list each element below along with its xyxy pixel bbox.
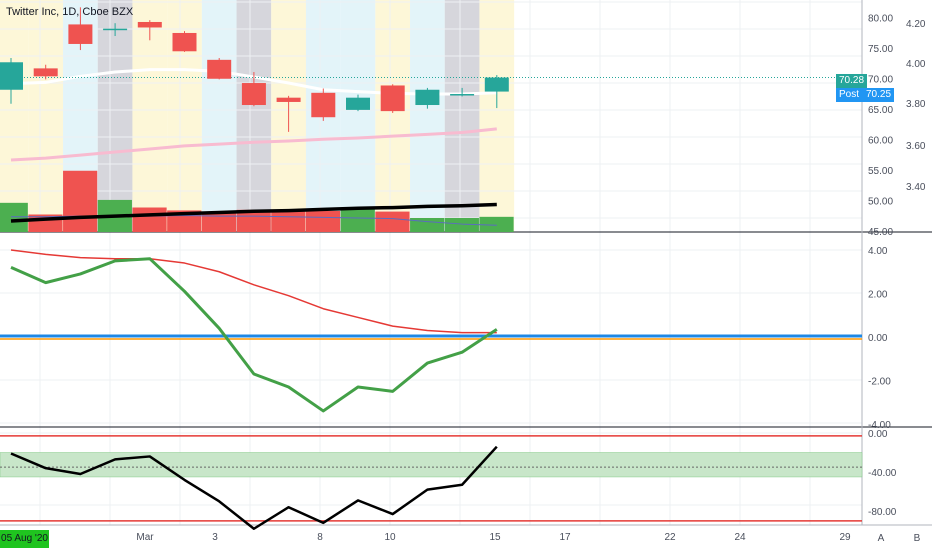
secondary-tick-label: 4.00 xyxy=(906,59,926,70)
volume-bar xyxy=(479,216,514,232)
volume-bar xyxy=(201,212,237,232)
x-tick-label: 24 xyxy=(734,532,746,543)
volume-bar xyxy=(410,218,445,232)
x-tick-label: 17 xyxy=(559,532,571,543)
candle-body xyxy=(207,59,232,79)
volume-bar xyxy=(444,218,479,232)
price-tick-label: 80.00 xyxy=(868,13,893,24)
wr-band xyxy=(0,452,863,478)
price-tick-label: 75.00 xyxy=(868,44,893,55)
x-tick-label: 29 xyxy=(839,532,851,543)
candle-body xyxy=(103,28,128,31)
candle-body xyxy=(484,77,509,92)
price-tick-label: 50.00 xyxy=(868,196,893,207)
x-tick-label: 10 xyxy=(384,532,396,543)
x-tick-label: 22 xyxy=(664,532,676,543)
macd-panel: 4.00 2.00 0.00 -2.00 -4.00 xyxy=(0,246,891,431)
candle-body xyxy=(172,32,197,52)
volume-bar xyxy=(271,209,306,232)
session-band xyxy=(444,0,480,232)
session-bands xyxy=(0,0,515,232)
candle-body xyxy=(241,83,266,106)
secondary-tick-label: 4.20 xyxy=(906,19,926,30)
x-tick-label: 3 xyxy=(212,532,218,543)
wr-tick-label: 0.00 xyxy=(868,429,888,440)
chart-title: Twitter Inc, 1D, Cboe BZX xyxy=(6,6,134,18)
candle-body xyxy=(311,92,336,118)
auto-scale-button[interactable]: A xyxy=(877,533,885,544)
session-band xyxy=(375,0,411,232)
session-band xyxy=(410,0,445,232)
price-tick-label: 55.00 xyxy=(868,166,893,177)
price-tick-label: 65.00 xyxy=(868,105,893,116)
price-tick-label: 60.00 xyxy=(868,135,893,146)
session-band xyxy=(97,0,133,232)
trend-line xyxy=(10,202,497,223)
volume-bar xyxy=(63,170,98,232)
macd-tick-label: -2.00 xyxy=(868,377,891,388)
candle-body xyxy=(346,97,370,110)
macd-line xyxy=(10,257,498,413)
session-band xyxy=(201,0,237,232)
price-tick-label: 45.00 xyxy=(868,227,893,238)
price-axes: 80.0075.0070.0065.0060.0055.0050.0045.00… xyxy=(136,13,926,543)
macd-tick-label: -4.00 xyxy=(868,420,891,431)
wr-tick-label: -80.00 xyxy=(868,507,897,518)
macd-tick-label: 0.00 xyxy=(868,333,888,344)
secondary-tick-label: 3.40 xyxy=(906,182,926,193)
volume-bar xyxy=(132,207,167,232)
signal-line xyxy=(10,249,497,334)
price-tick-label: 70.00 xyxy=(868,74,893,85)
session-band xyxy=(0,0,29,232)
volume-bar xyxy=(0,202,28,232)
session-band xyxy=(479,0,515,232)
volume-bar xyxy=(340,208,375,232)
volume-bar xyxy=(305,211,341,232)
candle-body xyxy=(276,97,301,102)
candle-body xyxy=(415,89,440,106)
secondary-tick-label: 3.60 xyxy=(906,141,926,152)
wr-tick-label: -40.00 xyxy=(868,468,897,479)
post-label[interactable]: Post xyxy=(836,88,865,102)
volume-bar xyxy=(375,211,410,232)
candles xyxy=(0,7,509,132)
ema-slow-line xyxy=(10,127,497,162)
macd-tick-label: 4.00 xyxy=(868,246,888,257)
volume-bars xyxy=(0,170,514,232)
x-tick-label: 8 xyxy=(317,532,323,543)
candle-body xyxy=(137,21,162,28)
start-date-badge: 05 Aug '20 xyxy=(0,530,49,548)
session-band xyxy=(340,0,376,232)
secondary-tick-label: 3.80 xyxy=(906,99,926,110)
wr-panel: 0.00 -40.00 -80.00 xyxy=(0,429,897,530)
price-tag: 70.28 xyxy=(836,74,868,88)
candle-body xyxy=(380,85,405,112)
volume-bar xyxy=(236,209,271,232)
post-price-tag: 70.25 xyxy=(863,88,895,102)
macd-tick-label: 2.00 xyxy=(868,290,888,301)
session-band xyxy=(28,0,64,232)
log-scale-button[interactable]: B xyxy=(913,533,921,544)
x-tick-label: 15 xyxy=(489,532,501,543)
candle-body xyxy=(68,24,93,44)
wr-line xyxy=(10,445,498,530)
x-tick-label: Mar xyxy=(136,532,154,543)
candle-body xyxy=(33,68,58,77)
session-band xyxy=(236,0,272,232)
candle-body xyxy=(450,94,475,96)
candle-body xyxy=(0,62,23,90)
